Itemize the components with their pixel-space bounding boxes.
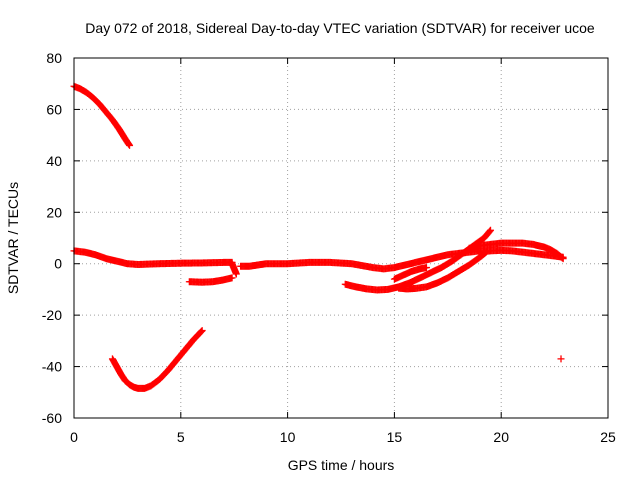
series-arc-4 [185,274,236,286]
data-point-marker [422,264,430,272]
axis-ticks: 0 5 10 15 20 25 -60 -40 -20 0 20 40 60 80 [42,50,616,445]
series-arc-3 [70,247,236,268]
data-series [70,82,567,392]
y-tick-label: 80 [46,50,62,66]
data-point-marker [126,141,134,149]
x-tick-label: 25 [600,429,616,445]
series-point-1 [557,355,565,363]
data-point-marker [559,253,567,261]
data-point-marker [198,327,206,335]
data-point-marker [228,274,236,282]
y-tick-label: -60 [42,410,62,426]
data-point-marker [232,270,240,278]
x-tick-label: 10 [280,429,296,445]
y-tick-label: 60 [46,101,62,117]
data-point-marker [197,327,205,335]
x-tick-label: 15 [387,429,403,445]
data-point-marker [197,328,205,336]
x-tick-label: 5 [177,429,185,445]
series-arc-8 [395,248,490,293]
y-tick-label: -20 [42,307,62,323]
y-tick-label: 40 [46,153,62,169]
series-arc-2 [108,327,206,392]
y-axis-label: SDTVAR / TECUs [5,182,21,294]
y-tick-label: 20 [46,204,62,220]
data-point-marker [557,355,565,363]
data-point-marker [486,227,494,235]
x-axis-label: GPS time / hours [288,457,395,473]
plot-frame [73,57,609,419]
x-tick-label: 0 [70,429,78,445]
series-arc-11 [476,246,567,261]
series-arc-5 [228,260,240,278]
y-tick-label: 0 [54,256,62,272]
series-arc-9 [390,264,430,283]
series-arc-6 [237,247,484,273]
data-point-marker [487,226,495,234]
x-tick-label: 20 [493,429,509,445]
y-tick-label: -40 [42,359,62,375]
series-arc-1 [70,82,134,149]
chart-title: Day 072 of 2018, Sidereal Day-to-day VTE… [85,20,595,36]
series-arc-10 [465,239,567,263]
grid [74,58,608,418]
